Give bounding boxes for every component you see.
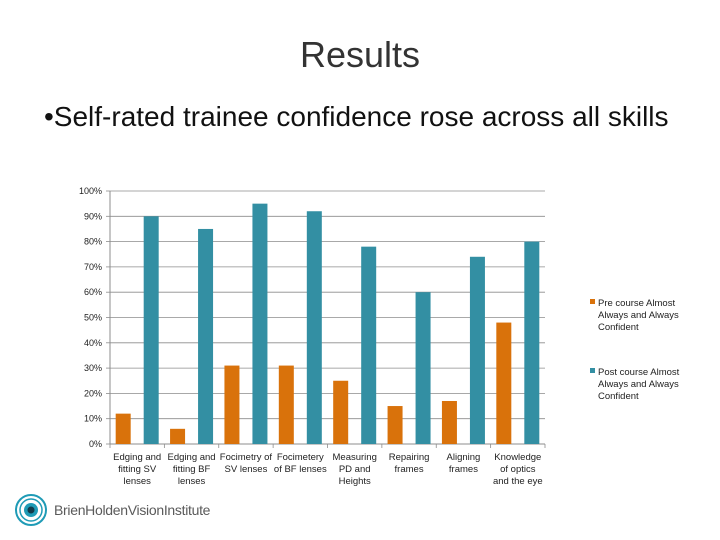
bar-pre-course	[170, 428, 186, 444]
x-category-label: Aligning	[447, 452, 481, 463]
x-category-label: Repairing	[389, 452, 430, 463]
x-category-label: fitting BF	[173, 464, 211, 475]
x-category-label: Edging and	[113, 452, 161, 463]
x-category-label: Measuring	[333, 452, 377, 463]
y-tick-label: 80%	[84, 237, 102, 247]
x-category-label: of optics	[500, 464, 536, 475]
x-category-label: Focimetry of	[220, 452, 273, 463]
x-category-label: frames	[449, 464, 478, 475]
x-category-label: Knowledge	[494, 452, 541, 463]
bar-pre-course	[278, 365, 294, 444]
legend-label: Confident	[598, 322, 639, 333]
y-tick-label: 70%	[84, 262, 102, 272]
slide-title: Results	[299, 34, 421, 75]
bar-pre-course	[333, 380, 349, 444]
x-category-label: Focimetery	[277, 452, 324, 463]
x-category-label: lenses	[178, 476, 206, 487]
legend-label: Post course Almost	[598, 367, 680, 378]
legend-label: Pre course Almost	[598, 298, 675, 309]
bar-post-course	[524, 241, 540, 444]
eye-logo-icon	[15, 494, 47, 526]
bar-pre-course	[224, 365, 240, 444]
x-category-label: PD and	[339, 464, 371, 475]
bar-pre-course	[387, 406, 403, 444]
y-tick-label: 60%	[84, 287, 102, 297]
bar-post-course	[361, 246, 377, 444]
x-category-label: frames	[395, 464, 424, 475]
bar-post-course	[143, 216, 159, 444]
legend-label: Always and Always	[598, 379, 679, 390]
bar-pre-course	[115, 413, 131, 444]
x-category-label: lenses	[123, 476, 151, 487]
y-tick-label: 30%	[84, 363, 102, 373]
x-category-label: of BF lenses	[274, 464, 327, 475]
bar-post-course	[415, 292, 431, 444]
x-category-label: and the eye	[493, 476, 543, 487]
legend-label: Always and Always	[598, 310, 679, 321]
y-tick-label: 50%	[84, 313, 102, 323]
x-category-label: fitting SV	[118, 464, 157, 475]
legend-swatch-post	[590, 368, 595, 373]
logo-text: BrienHoldenVisionInstitute	[54, 502, 211, 518]
y-tick-label: 20%	[84, 388, 102, 398]
y-tick-label: 0%	[89, 439, 102, 449]
x-category-label: Heights	[339, 476, 371, 487]
bar-post-course	[306, 211, 322, 444]
brien-holden-logo: BrienHoldenVisionInstitute	[14, 492, 210, 528]
bar-post-course	[252, 203, 268, 444]
x-category-label: Edging and	[168, 452, 216, 463]
y-tick-label: 40%	[84, 338, 102, 348]
bar-post-course	[469, 256, 485, 444]
bar-post-course	[198, 228, 214, 444]
bar-pre-course	[496, 322, 512, 444]
y-tick-label: 90%	[84, 211, 102, 221]
legend-label: Confident	[598, 391, 639, 402]
y-tick-label: 100%	[79, 186, 102, 196]
bullet-text: •Self-rated trainee confidence rose acro…	[44, 101, 669, 132]
legend-swatch-pre	[590, 299, 595, 304]
x-category-label: SV lenses	[225, 464, 268, 475]
bar-pre-course	[441, 400, 457, 444]
y-tick-label: 10%	[84, 414, 102, 424]
